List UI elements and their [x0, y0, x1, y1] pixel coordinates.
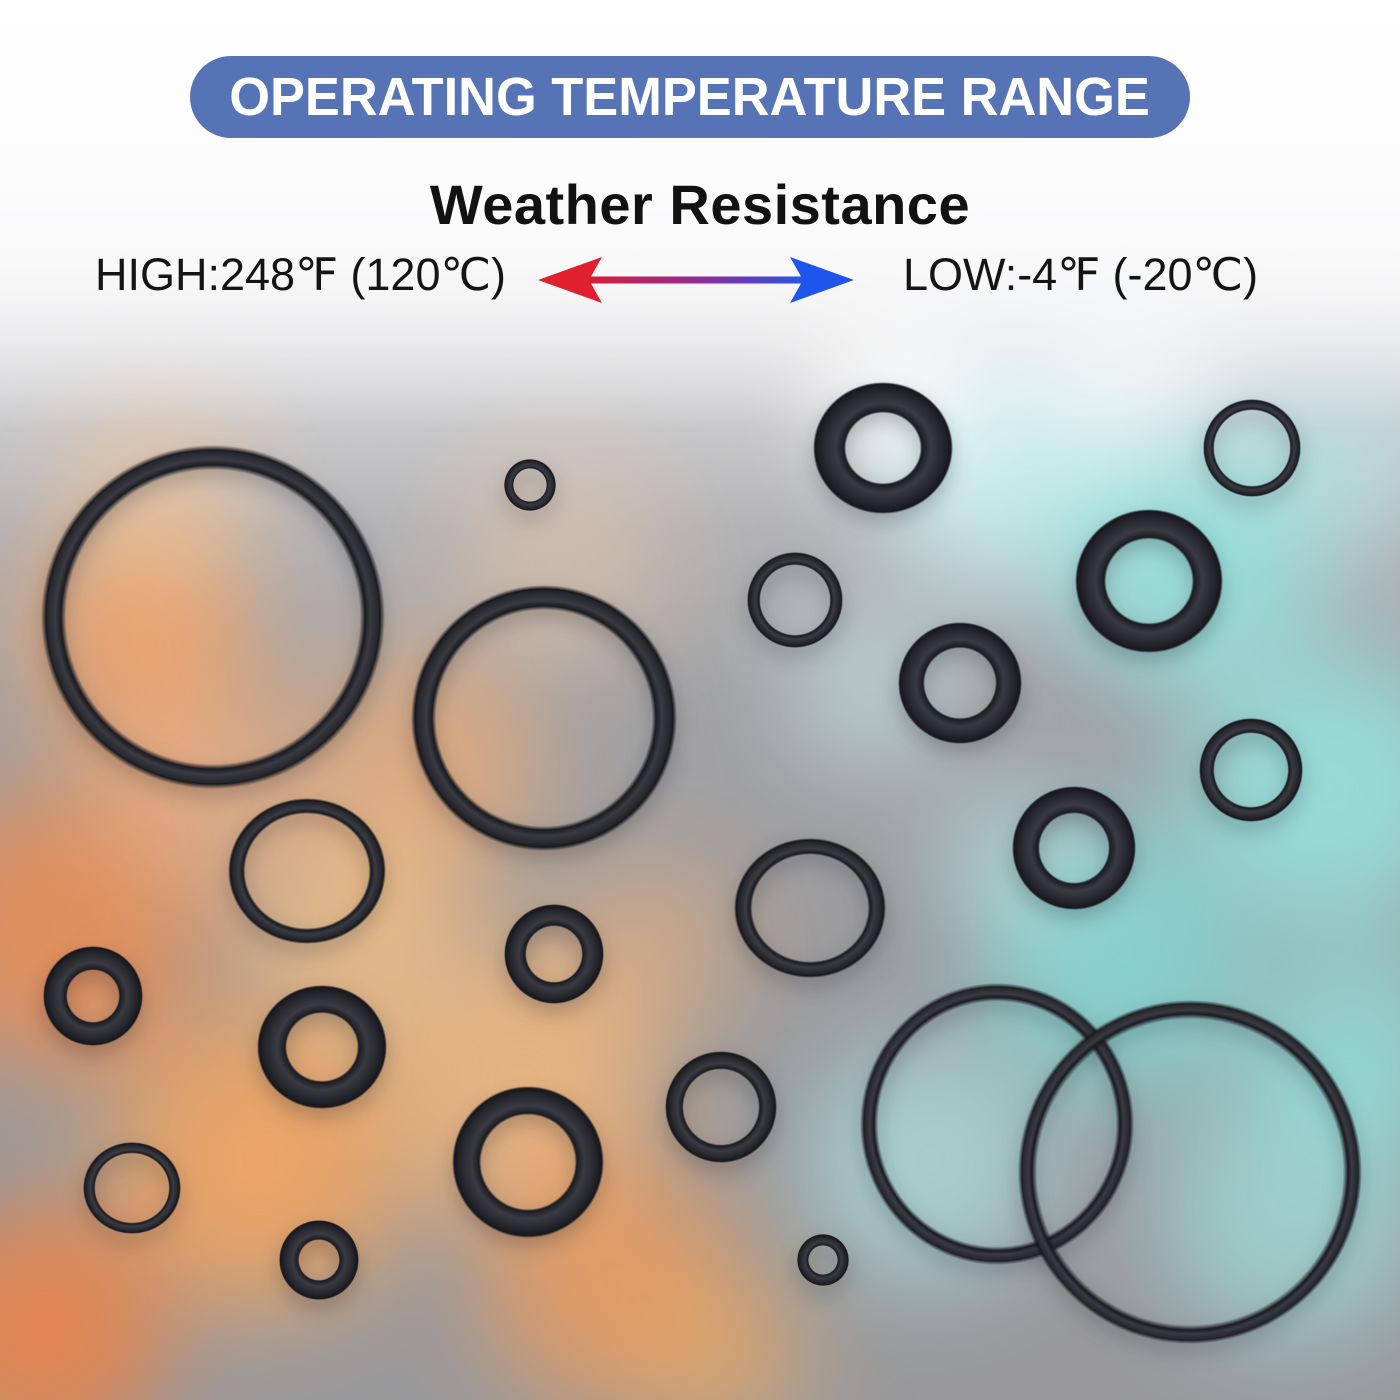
o-ring	[898, 622, 1022, 744]
temperature-range-row: HIGH:248℉ (120℃) LOW:-4℉ (-20℃)	[0, 248, 1400, 308]
temperature-range-arrow-icon	[538, 257, 854, 303]
o-ring	[452, 1086, 604, 1238]
low-temperature-label: LOW:-4℉ (-20℃)	[903, 249, 1259, 300]
high-temperature-label: HIGH:248℉ (120℃)	[95, 249, 506, 300]
o-ring	[504, 459, 556, 511]
o-ring	[411, 585, 677, 851]
o-ring	[83, 1141, 181, 1235]
banner: OPERATING TEMPERATURE RANGE	[190, 56, 1190, 138]
o-ring	[797, 1234, 849, 1286]
o-ring	[1203, 399, 1301, 497]
o-ring	[41, 445, 385, 789]
o-ring	[813, 382, 953, 514]
o-ring	[1012, 786, 1136, 910]
o-ring	[279, 1220, 359, 1300]
o-ring	[665, 1051, 777, 1163]
o-ring	[504, 904, 604, 1004]
o-ring	[43, 946, 143, 1046]
o-ring	[1018, 1000, 1362, 1344]
o-ring	[747, 552, 843, 648]
o-ring	[1075, 509, 1223, 653]
page-title: Weather Resistance	[429, 173, 971, 236]
o-ring	[734, 838, 886, 978]
banner-title: OPERATING TEMPERATURE RANGE	[229, 67, 1151, 127]
o-ring	[1199, 718, 1303, 822]
o-ring	[257, 984, 387, 1110]
o-ring	[228, 798, 386, 944]
